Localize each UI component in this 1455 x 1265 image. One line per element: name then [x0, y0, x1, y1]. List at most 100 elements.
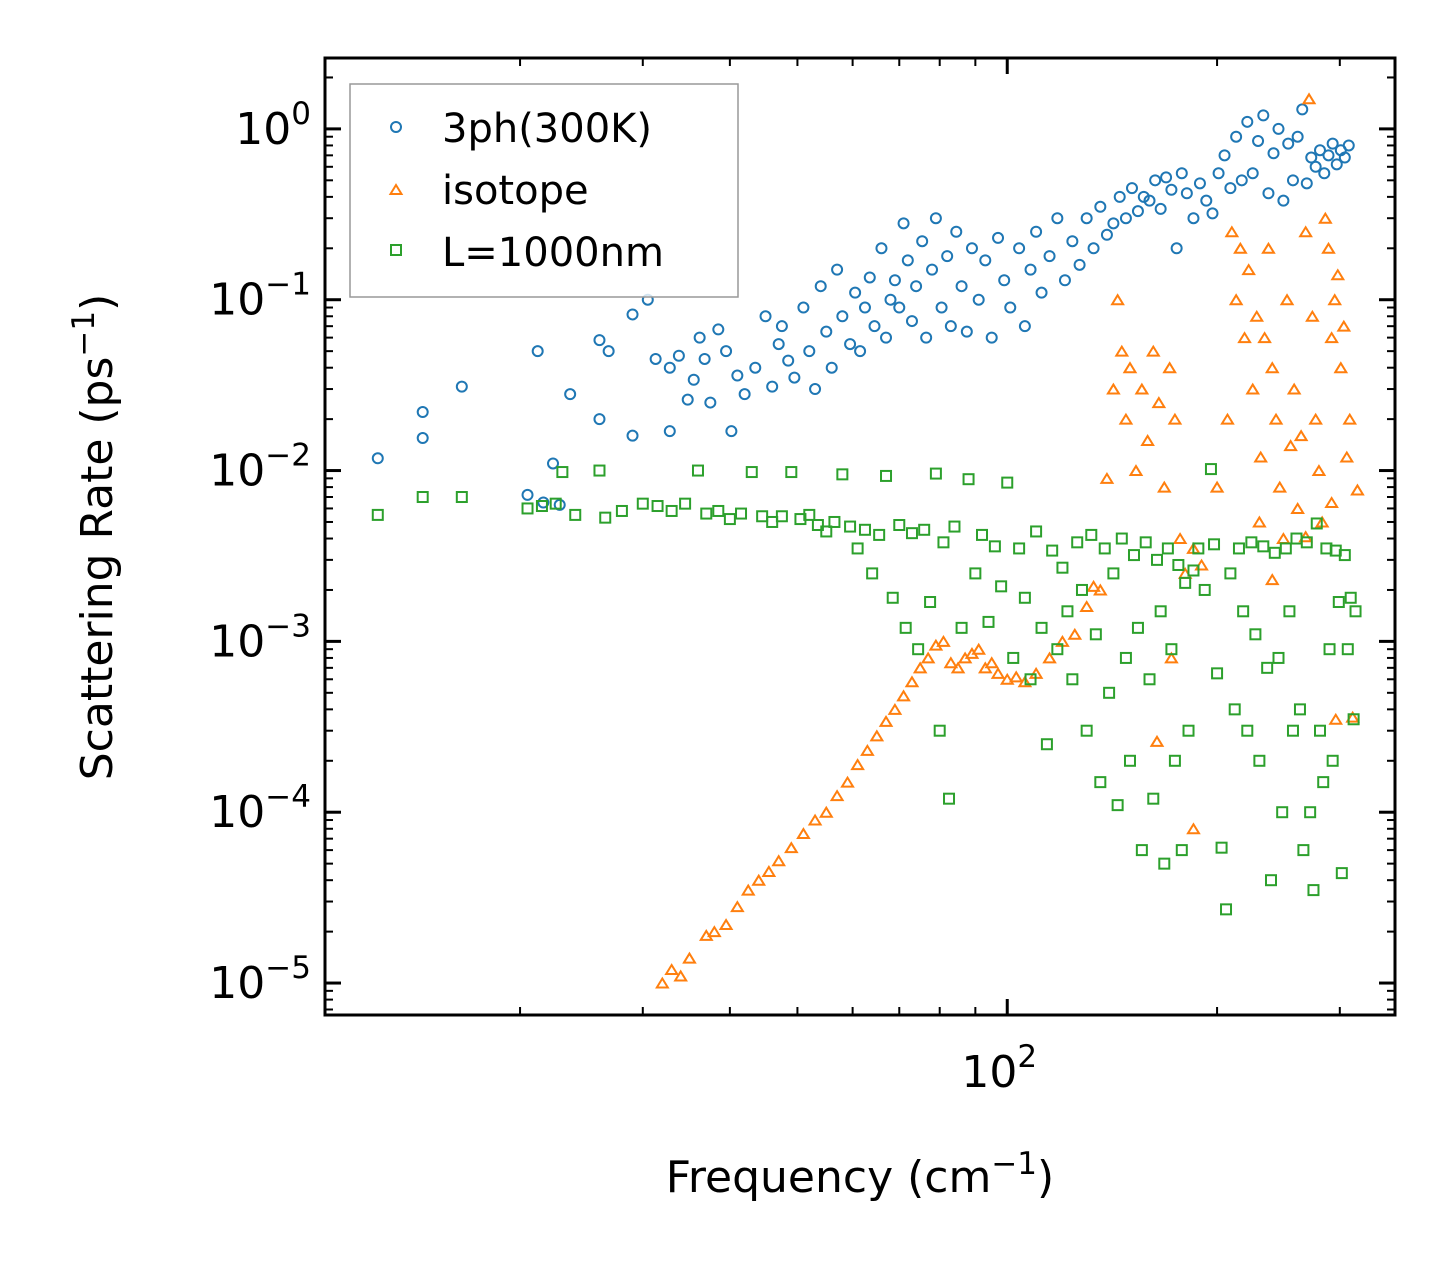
data-point — [1140, 434, 1155, 446]
data-point — [712, 323, 725, 336]
data-point — [1211, 667, 1224, 680]
data-point — [1272, 480, 1288, 493]
data-point — [988, 540, 1001, 553]
data-point — [1162, 361, 1177, 374]
data-point — [803, 508, 816, 521]
data-point — [1043, 250, 1056, 263]
data-point — [992, 231, 1005, 244]
data-point — [1277, 194, 1290, 207]
data-point — [1192, 542, 1205, 555]
data-point — [1339, 450, 1355, 463]
data-point — [740, 883, 756, 896]
data-point — [1115, 532, 1128, 545]
data-point — [878, 714, 894, 727]
data-point — [1128, 464, 1144, 477]
data-point — [455, 380, 468, 393]
data-point — [775, 320, 788, 333]
data-point — [1321, 241, 1336, 254]
data-point — [1323, 643, 1336, 656]
data-point — [803, 345, 816, 358]
data-point — [860, 743, 875, 756]
data-point — [1042, 651, 1057, 664]
data-point — [1122, 361, 1138, 374]
y-tick-label: 10−2 — [209, 438, 311, 497]
data-point — [1110, 293, 1125, 306]
data-point — [836, 310, 849, 323]
data-point — [995, 580, 1008, 593]
data-point — [1344, 591, 1357, 604]
data-point — [1187, 212, 1200, 225]
data-point — [1157, 480, 1172, 493]
data-point — [948, 520, 961, 533]
data-point — [1332, 596, 1345, 609]
data-point — [905, 527, 918, 540]
data-point — [1208, 538, 1221, 551]
data-point — [1272, 651, 1285, 664]
data-point — [829, 789, 845, 802]
data-point — [1187, 564, 1200, 577]
data-point — [1209, 480, 1225, 493]
data-point — [1035, 286, 1048, 299]
data-point — [1186, 822, 1201, 835]
data-point — [1080, 724, 1093, 737]
data-point — [1139, 536, 1152, 549]
data-point — [897, 217, 910, 230]
data-point — [912, 661, 928, 674]
y-tick-base: 10 — [209, 446, 265, 497]
data-point — [735, 507, 748, 520]
data-point — [1276, 806, 1289, 819]
data-point — [731, 369, 744, 382]
data-point — [1241, 724, 1254, 737]
data-point — [1232, 542, 1245, 555]
data-point — [1087, 242, 1100, 255]
data-point — [1135, 844, 1148, 857]
data-point — [1241, 263, 1256, 276]
data-point — [1001, 476, 1014, 489]
data-point — [1347, 713, 1360, 726]
data-point — [593, 413, 606, 426]
data-point — [854, 345, 867, 358]
y-tick-exponent: 0 — [291, 96, 311, 132]
data-point — [1119, 212, 1132, 225]
data-point — [960, 325, 973, 338]
data-point — [1228, 703, 1241, 716]
data-point — [955, 621, 968, 634]
data-point — [905, 315, 918, 328]
data-point — [1264, 573, 1280, 586]
data-point — [1330, 158, 1343, 171]
data-point — [593, 464, 606, 477]
data-point — [1056, 561, 1069, 574]
data-point — [521, 502, 534, 515]
data-point — [1024, 263, 1037, 276]
data-point — [599, 511, 612, 524]
data-point — [455, 491, 468, 504]
y-tick-exponent: −5 — [265, 950, 311, 986]
y-tick-base: 10 — [235, 104, 291, 155]
data-point — [1004, 301, 1017, 314]
data-point — [1075, 583, 1088, 596]
data-point — [615, 504, 628, 517]
y-tick-base: 10 — [209, 958, 265, 1009]
data-point — [866, 567, 879, 580]
data-point — [1333, 361, 1349, 374]
data-point — [682, 951, 697, 964]
data-point — [1305, 309, 1320, 322]
data-point — [1017, 675, 1033, 688]
data-point — [1143, 673, 1156, 686]
data-point — [1335, 867, 1348, 880]
data-point — [1024, 673, 1037, 686]
data-point — [950, 661, 966, 674]
data-point — [1085, 528, 1098, 541]
legend-marker-l1000nm — [390, 244, 402, 256]
data-point — [1094, 776, 1107, 789]
data-point — [929, 212, 942, 225]
x-axis-label-main: Frequency (cm — [666, 1152, 992, 1203]
data-point — [626, 308, 639, 321]
data-point — [1066, 673, 1079, 686]
data-point — [531, 345, 544, 358]
data-point — [893, 519, 906, 532]
data-point — [1297, 844, 1310, 857]
data-point — [796, 827, 811, 840]
data-point — [1206, 207, 1219, 220]
data-point — [1107, 217, 1120, 230]
